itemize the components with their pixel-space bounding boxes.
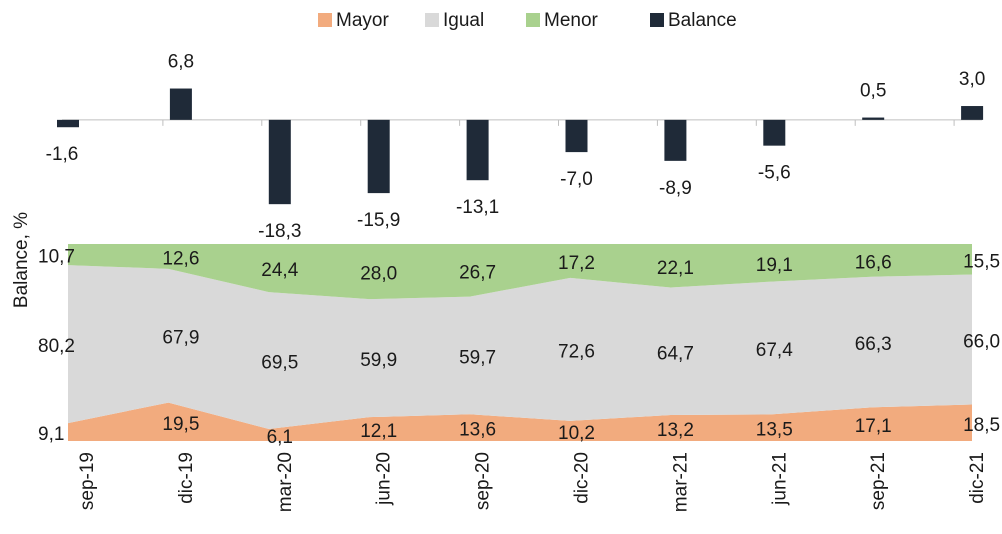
data-label: 67,9 <box>162 328 199 349</box>
data-label: -1,6 <box>46 144 79 165</box>
data-label: 19,5 <box>162 414 199 435</box>
x-tick-label: dic-21 <box>967 452 988 504</box>
bar <box>862 117 885 120</box>
x-tick-label: jun-20 <box>374 452 395 506</box>
x-tick-label: sep-20 <box>473 452 494 510</box>
x-tick-label: sep-21 <box>868 452 889 510</box>
data-label: -7,0 <box>560 169 593 190</box>
data-label: 72,6 <box>558 341 595 362</box>
legend-label: Menor <box>544 10 599 31</box>
data-label: 13,2 <box>657 420 694 441</box>
legend-label: Mayor <box>336 10 389 31</box>
data-label: 22,1 <box>657 258 694 279</box>
x-tick-label: mar-21 <box>670 452 691 512</box>
data-label: 69,5 <box>261 353 298 374</box>
bar <box>367 119 390 194</box>
legend-swatch <box>318 13 332 27</box>
data-label: 15,5 <box>963 251 1000 272</box>
area <box>68 265 972 429</box>
y-axis-label: Balance, % <box>11 212 32 308</box>
data-label: 12,1 <box>360 421 397 442</box>
bar <box>961 106 984 120</box>
bar <box>466 119 489 181</box>
x-tick-label: jun-21 <box>769 452 790 506</box>
legend-label: Balance <box>668 10 737 31</box>
bar <box>268 119 291 205</box>
data-label: 64,7 <box>657 343 694 364</box>
x-tick-label: sep-19 <box>77 452 98 510</box>
data-label: 0,5 <box>860 81 886 102</box>
data-label: 16,6 <box>855 252 892 273</box>
data-label: 59,7 <box>459 347 496 368</box>
data-label: 67,4 <box>756 340 793 361</box>
data-label: 13,5 <box>756 420 793 441</box>
data-label: 18,5 <box>963 415 1000 436</box>
x-tick-label: dic-19 <box>176 452 197 504</box>
data-label: 10,7 <box>38 247 75 268</box>
data-label: -5,6 <box>758 163 791 184</box>
data-label: 9,1 <box>38 424 64 445</box>
data-label: 3,0 <box>959 69 985 90</box>
data-label: 17,1 <box>855 416 892 437</box>
data-label: 10,2 <box>558 423 595 444</box>
data-label: 12,6 <box>162 248 199 269</box>
data-label: -15,9 <box>357 210 400 231</box>
data-label: 26,7 <box>459 262 496 283</box>
data-label: -13,1 <box>456 197 499 218</box>
data-label: 6,8 <box>168 52 194 73</box>
data-label: 6,1 <box>267 427 293 448</box>
legend-swatch <box>425 13 439 27</box>
bar <box>664 119 687 161</box>
data-label: 19,1 <box>756 255 793 276</box>
x-tick-label: mar-20 <box>275 452 296 512</box>
legend-swatch <box>650 13 664 27</box>
area <box>68 244 972 300</box>
legend-label: Igual <box>443 10 484 31</box>
data-label: 80,2 <box>38 336 75 357</box>
data-label: 24,4 <box>261 260 298 281</box>
area-layer <box>68 244 972 441</box>
x-tick-label: dic-20 <box>572 452 593 504</box>
bar <box>763 119 786 146</box>
data-label: 13,6 <box>459 420 496 441</box>
data-label: -18,3 <box>258 221 301 242</box>
data-label: 66,3 <box>855 334 892 355</box>
bar <box>169 88 192 120</box>
data-label: -8,9 <box>659 178 692 199</box>
data-label: 28,0 <box>360 264 397 285</box>
data-label: 66,0 <box>963 332 1000 353</box>
bar <box>57 119 79 128</box>
data-label: 59,9 <box>360 350 397 371</box>
bar <box>565 119 588 153</box>
data-label: 17,2 <box>558 253 595 274</box>
label-layer: 9,1 19,5 6,1 12,1 13,6 10,2 13,2 13,5 17,1 18,5 80… <box>38 247 1000 448</box>
area <box>68 402 972 441</box>
legend-swatch <box>526 13 540 27</box>
